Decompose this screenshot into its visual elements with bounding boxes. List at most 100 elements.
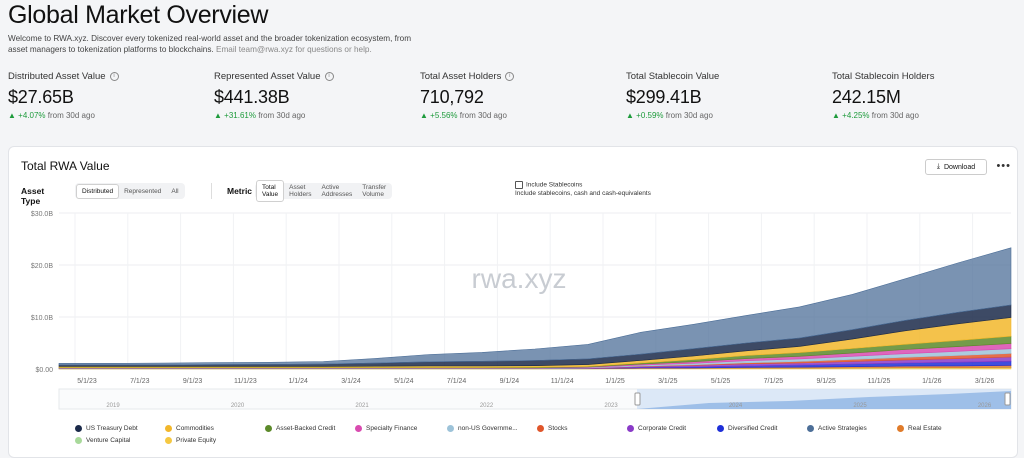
metric-transfer-volume[interactable]: Transfer Volume bbox=[362, 184, 387, 198]
download-icon: ⤓ bbox=[936, 163, 940, 170]
x-tick-label: 9/1/25 bbox=[816, 378, 836, 385]
asset-type-represented[interactable]: Represented bbox=[124, 187, 162, 195]
x-tick-label: 3/1/26 bbox=[975, 378, 995, 385]
legend-swatch bbox=[355, 425, 362, 432]
legend-label: US Treasury Debt bbox=[86, 425, 138, 432]
legend-label: Private Equity bbox=[176, 437, 217, 444]
metric-period: from 30d ago bbox=[665, 111, 713, 120]
metric-label: Total Stablecoin Value bbox=[626, 71, 720, 82]
legend-swatch bbox=[537, 425, 544, 432]
metric-toggle: Total Value Asset Holders Active Address… bbox=[255, 180, 393, 202]
total-rwa-value-card: Total RWA Value ⤓ Download ••• Asset Typ… bbox=[8, 146, 1018, 458]
metrics-row: Distributed Asset Value i $27.65B ▲ +4.07… bbox=[8, 71, 1018, 131]
x-tick-label: 1/1/25 bbox=[605, 378, 625, 385]
download-button[interactable]: ⤓ Download bbox=[925, 159, 987, 175]
chart-legend: US Treasury Debt Commodities Asset-Backed … bbox=[75, 425, 955, 455]
x-tick-label: 7/1/24 bbox=[447, 378, 467, 385]
metric-asset-holders[interactable]: Asset Holders bbox=[289, 184, 312, 198]
asset-type-toggle: Distributed Represented All bbox=[75, 183, 185, 199]
legend-item-commodities[interactable]: Commodities bbox=[165, 425, 214, 432]
intro-body: Welcome to RWA.xyz. Discover every token… bbox=[8, 34, 412, 54]
metric-distributed-asset-value: Distributed Asset Value i $27.65B ▲ +4.07… bbox=[8, 71, 119, 120]
legend-item-us-treasury-debt[interactable]: US Treasury Debt bbox=[75, 425, 138, 432]
legend-label: Venture Capital bbox=[86, 437, 131, 444]
include-stablecoins-checkbox[interactable] bbox=[515, 181, 523, 189]
more-options-icon[interactable]: ••• bbox=[996, 160, 1011, 172]
total-rwa-value-chart[interactable]: $0.00 $10.0B $20.0B $30.0B 5/1/23 7/1/23 9/1/… bbox=[9, 203, 1017, 421]
legend-item-specialty-finance[interactable]: Specialty Finance bbox=[355, 425, 417, 432]
intro-text: Welcome to RWA.xyz. Discover every token… bbox=[8, 33, 428, 55]
info-icon[interactable]: i bbox=[324, 72, 334, 81]
metric-value: 710,792 bbox=[420, 87, 484, 107]
info-icon[interactable]: i bbox=[109, 72, 119, 81]
metric-label: Total Stablecoin Holders bbox=[832, 71, 935, 82]
trend-up-icon: ▲ bbox=[832, 111, 840, 120]
legend-item-private-equity[interactable]: Private Equity bbox=[165, 437, 216, 444]
legend-label: Corporate Credit bbox=[638, 425, 687, 432]
legend-label: Commodities bbox=[176, 425, 214, 432]
x-tick-label: 5/1/23 bbox=[77, 378, 97, 385]
x-tick-label: 7/1/23 bbox=[130, 378, 150, 385]
legend-swatch bbox=[627, 425, 634, 432]
x-tick-label: 7/1/25 bbox=[764, 378, 784, 385]
metric-active-addresses[interactable]: Active Addresses bbox=[321, 184, 353, 198]
metric-total-stablecoin-holders: Total Stablecoin Holders 242.15M ▲ +4.25… bbox=[832, 71, 934, 120]
trend-up-icon: ▲ bbox=[420, 111, 428, 120]
range-handle[interactable] bbox=[1004, 392, 1011, 406]
metric-label: Represented Asset Value bbox=[214, 71, 321, 82]
range-tick-label: 2019 bbox=[106, 403, 120, 409]
range-handle[interactable] bbox=[634, 392, 641, 406]
legend-item-active-strategies[interactable]: Active Strategies bbox=[807, 425, 867, 432]
y-tick-label: $0.00 bbox=[35, 367, 53, 374]
legend-item-corporate-credit[interactable]: Corporate Credit bbox=[627, 425, 686, 432]
metric-period: from 30d ago bbox=[258, 111, 306, 120]
info-icon[interactable]: i bbox=[505, 72, 515, 81]
legend-swatch bbox=[807, 425, 814, 432]
x-tick-label: 11/1/25 bbox=[868, 378, 891, 385]
legend-label: Stocks bbox=[548, 425, 568, 432]
x-tick-label: 1/1/24 bbox=[288, 378, 308, 385]
legend-item-real-estate[interactable]: Real Estate bbox=[897, 425, 942, 432]
x-tick-label: 9/1/23 bbox=[183, 378, 203, 385]
include-stablecoins-control: Include Stablecoins Include stablecoins,… bbox=[515, 181, 651, 197]
intro-email[interactable]: Email team@rwa.xyz for questions or help… bbox=[215, 45, 372, 54]
legend-label: Specialty Finance bbox=[366, 425, 418, 432]
legend-item-venture-capital[interactable]: Venture Capital bbox=[75, 437, 130, 444]
metric-value: $441.38B bbox=[214, 87, 290, 107]
range-tick-label: 2026 bbox=[978, 403, 992, 409]
legend-item-diversified-credit[interactable]: Diversified Credit bbox=[717, 425, 778, 432]
asset-type-distributed[interactable]: Distributed bbox=[76, 183, 120, 199]
trend-up-icon: ▲ bbox=[8, 111, 16, 120]
legend-label: Diversified Credit bbox=[728, 425, 778, 432]
metric-total-asset-holders: Total Asset Holders i 710,792 ▲ +5.56% fr… bbox=[420, 71, 515, 120]
range-tick-label: 2025 bbox=[853, 403, 867, 409]
metric-change: +4.25% bbox=[842, 111, 870, 120]
metric-change: +5.56% bbox=[430, 111, 458, 120]
metric-label: Total Asset Holders bbox=[420, 71, 502, 82]
divider bbox=[211, 183, 212, 199]
legend-item-asset-backed-credit[interactable]: Asset-Backed Credit bbox=[265, 425, 335, 432]
legend-swatch bbox=[447, 425, 454, 432]
y-tick-label: $20.0B bbox=[31, 263, 54, 270]
trend-up-icon: ▲ bbox=[214, 111, 222, 120]
y-tick-label: $10.0B bbox=[31, 315, 54, 322]
x-tick-label: 5/1/25 bbox=[711, 378, 731, 385]
page-header: Global Market Overview Welcome to RWA.xy… bbox=[8, 0, 1018, 55]
legend-swatch bbox=[717, 425, 724, 432]
legend-swatch bbox=[897, 425, 904, 432]
trend-up-icon: ▲ bbox=[626, 111, 634, 120]
asset-type-all[interactable]: All bbox=[171, 187, 179, 195]
include-stablecoins-label: Include Stablecoins bbox=[526, 181, 583, 189]
legend-swatch bbox=[75, 437, 82, 444]
series-area-active-strategies[interactable] bbox=[58, 247, 1012, 366]
metric-change: +4.07% bbox=[18, 111, 46, 120]
x-tick-label: 3/1/24 bbox=[341, 378, 361, 385]
range-tick-label: 2022 bbox=[480, 403, 494, 409]
legend-swatch bbox=[165, 425, 172, 432]
range-tick-label: 2020 bbox=[231, 403, 245, 409]
page-title: Global Market Overview bbox=[8, 1, 269, 29]
x-tick-label: 9/1/24 bbox=[500, 378, 520, 385]
legend-item-stocks[interactable]: Stocks bbox=[537, 425, 568, 432]
legend-item-non-us-governme-[interactable]: non-US Governme... bbox=[447, 425, 518, 432]
metric-total-value[interactable]: Total Value bbox=[256, 180, 285, 202]
